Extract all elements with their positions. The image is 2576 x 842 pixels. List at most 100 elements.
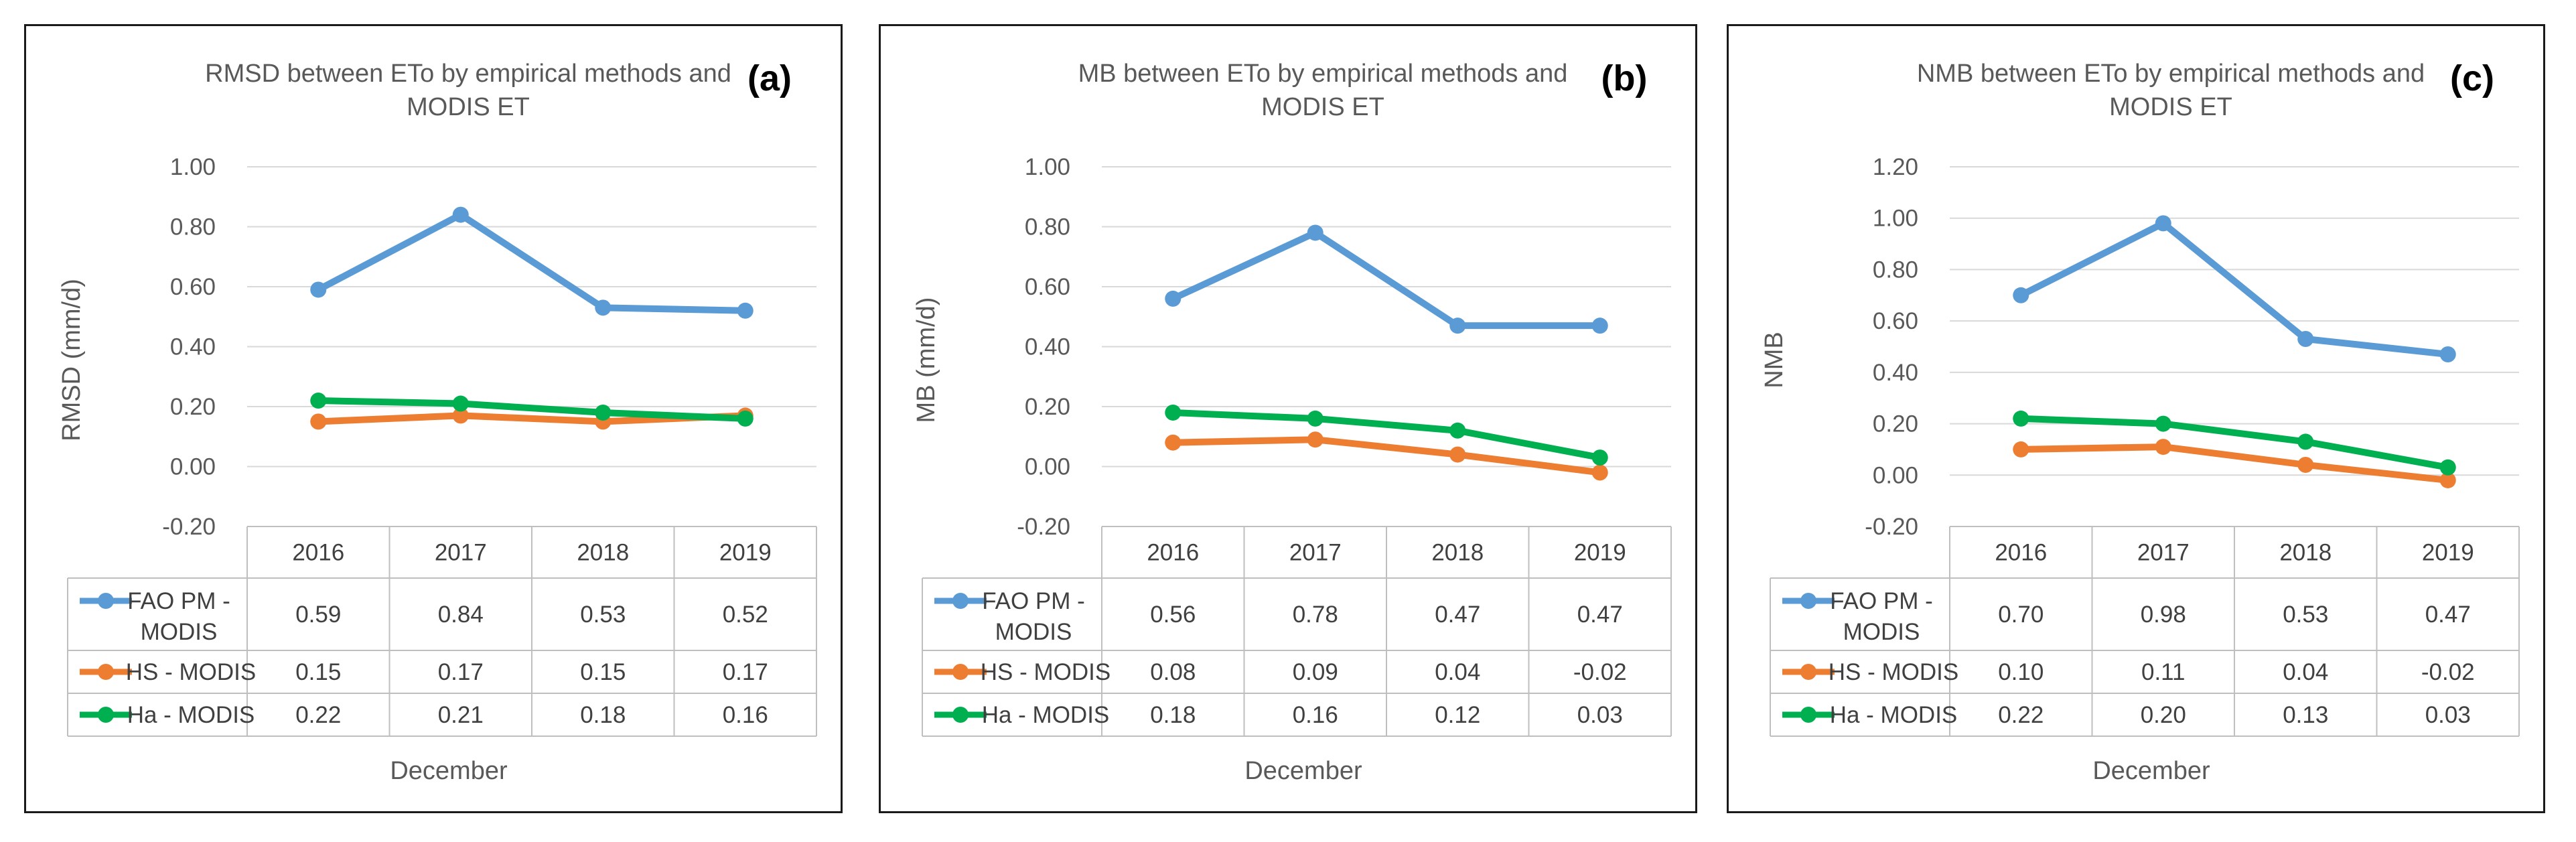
data-point <box>1449 446 1466 463</box>
chart-panel-c: NMB between ETo by empirical methods and… <box>1727 24 2545 813</box>
data-value: 0.17 <box>438 659 484 685</box>
category-label: 2017 <box>2137 540 2190 566</box>
chart-title: RMSD between ETo by empirical methods an… <box>205 60 731 88</box>
data-point <box>1165 290 1182 307</box>
data-value: 0.13 <box>2283 702 2328 728</box>
legend-label: Ha - MODIS <box>982 702 1110 728</box>
chart-panel-b: MB between ETo by empirical methods and M… <box>879 24 1697 813</box>
panel-label: (c) <box>2450 58 2494 98</box>
data-value: 0.11 <box>2141 659 2186 685</box>
chart-panel-a: RMSD between ETo by empirical methods an… <box>24 24 843 813</box>
data-value: 0.56 <box>1150 602 1196 628</box>
category-label: 2017 <box>1289 540 1342 566</box>
data-value: 0.18 <box>1150 702 1196 728</box>
y-tick-label: -0.20 <box>1865 514 1918 540</box>
series-line <box>2017 415 2451 471</box>
data-point <box>1449 318 1466 334</box>
data-value: 0.10 <box>1998 659 2044 685</box>
y-tick-label: -0.20 <box>162 514 216 540</box>
data-value: 0.84 <box>438 602 484 628</box>
data-point <box>452 206 469 223</box>
y-tick-label: 0.20 <box>170 394 216 420</box>
legend-label: HS - MODIS <box>1829 659 1958 685</box>
data-value: 0.59 <box>295 602 341 628</box>
data-value: 0.21 <box>438 702 484 728</box>
data-value: 0.03 <box>1577 702 1623 728</box>
data-value: 0.03 <box>2425 702 2471 728</box>
y-tick-label: 1.00 <box>170 154 216 180</box>
y-tick-label: 0.00 <box>1025 454 1070 480</box>
data-point <box>310 281 327 298</box>
data-point <box>1307 224 1323 241</box>
legend-key-marker <box>952 664 969 680</box>
data-point <box>2297 456 2314 473</box>
series-line <box>1169 436 1603 476</box>
data-point <box>2155 215 2171 232</box>
data-point <box>595 299 612 316</box>
legend-label: FAO PM - <box>1830 588 1933 614</box>
data-value: 0.53 <box>2283 602 2328 628</box>
y-tick-label: 0.20 <box>1873 411 1918 437</box>
data-value: 0.20 <box>2141 702 2186 728</box>
category-label: 2019 <box>2422 540 2474 566</box>
data-value: 0.18 <box>580 702 626 728</box>
data-value: 0.78 <box>1293 602 1338 628</box>
x-axis-title: December <box>2092 757 2210 785</box>
series-line <box>2017 443 2451 484</box>
y-tick-label: 0.40 <box>1025 334 1070 360</box>
legend-label: Ha - MODIS <box>1830 702 1958 728</box>
y-tick-label: 0.60 <box>1025 274 1070 300</box>
data-point <box>2297 433 2314 450</box>
data-point <box>1591 449 1608 466</box>
data-point <box>2155 415 2171 432</box>
y-tick-label: 0.80 <box>1873 257 1918 283</box>
y-tick-label: 0.00 <box>1873 462 1918 488</box>
data-value: 0.22 <box>295 702 341 728</box>
data-value: 0.16 <box>1293 702 1338 728</box>
y-tick-label: 0.20 <box>1025 394 1070 420</box>
data-point <box>1165 404 1182 421</box>
data-point <box>1307 410 1323 427</box>
legend-key-marker <box>952 593 969 609</box>
chart-svg: NMB between ETo by empirical methods and… <box>1760 58 2520 785</box>
category-label: 2016 <box>1995 540 2047 566</box>
data-value: 0.04 <box>1435 659 1480 685</box>
data-value: 0.47 <box>1435 602 1480 628</box>
data-value: 0.15 <box>580 659 626 685</box>
data-value: 0.47 <box>1577 602 1623 628</box>
category-label: 2017 <box>435 540 487 566</box>
data-value: 0.52 <box>723 602 768 628</box>
category-label: 2018 <box>1431 540 1484 566</box>
data-value: -0.02 <box>1573 659 1627 685</box>
data-point <box>1591 318 1608 334</box>
data-value: 0.16 <box>723 702 768 728</box>
series-line <box>315 211 749 314</box>
data-value: 0.98 <box>2141 602 2186 628</box>
data-value: 0.08 <box>1150 659 1196 685</box>
category-label: 2018 <box>577 540 629 566</box>
data-point <box>1307 431 1323 448</box>
data-point <box>737 302 754 319</box>
chart-title-line2: MODIS ET <box>1261 93 1384 121</box>
chart-title-line2: MODIS ET <box>407 93 530 121</box>
data-value: 0.15 <box>295 659 341 685</box>
legend-label-line2: MODIS <box>995 619 1072 645</box>
legend-label: Ha - MODIS <box>127 702 255 728</box>
category-label: 2019 <box>1574 540 1626 566</box>
chart-title: NMB between ETo by empirical methods and <box>1917 60 2425 88</box>
y-axis-title: MB (mm/d) <box>912 297 940 423</box>
data-value: 0.17 <box>723 659 768 685</box>
data-value: 0.09 <box>1293 659 1338 685</box>
data-value: 0.70 <box>1998 602 2044 628</box>
data-point <box>2439 459 2456 476</box>
category-label: 2016 <box>292 540 344 566</box>
data-point <box>2439 346 2456 363</box>
data-point <box>737 410 754 427</box>
chart-title-line2: MODIS ET <box>2109 93 2232 121</box>
y-tick-label: -0.20 <box>1017 514 1070 540</box>
legend-label-line2: MODIS <box>1843 619 1920 645</box>
y-tick-label: 1.00 <box>1873 206 1918 232</box>
category-label: 2019 <box>719 540 772 566</box>
legend-label: FAO PM - <box>127 588 230 614</box>
y-tick-label: 1.20 <box>1873 154 1918 180</box>
